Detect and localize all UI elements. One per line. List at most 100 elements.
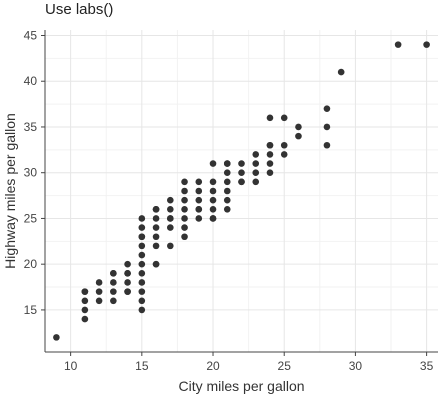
data-point (110, 270, 117, 277)
gridlines (45, 30, 438, 352)
data-point (223, 196, 231, 204)
x-tick-label: 30 (349, 359, 363, 373)
data-point (195, 178, 203, 186)
y-tick-label: 25 (24, 211, 38, 225)
data-point (167, 196, 174, 204)
data-point (266, 141, 274, 149)
data-point (152, 233, 160, 241)
data-point (152, 224, 160, 231)
data-point (195, 215, 203, 222)
data-point (138, 297, 146, 305)
data-point (323, 105, 331, 112)
data-point (138, 260, 146, 268)
data-point (195, 205, 203, 213)
data-point (81, 306, 89, 314)
data-point (266, 169, 274, 177)
data-point (124, 288, 131, 295)
x-tick-label: 25 (278, 359, 292, 373)
x-tick-label: 15 (135, 359, 149, 373)
data-point (81, 288, 89, 295)
x-tick-label: 20 (206, 359, 220, 373)
data-point (152, 215, 160, 222)
data-point (95, 288, 103, 295)
data-points (53, 41, 430, 341)
y-tick-label: 20 (24, 257, 38, 271)
data-point (238, 178, 245, 186)
data-point (138, 233, 146, 241)
data-point (209, 178, 217, 186)
data-point (167, 215, 174, 222)
data-point (138, 306, 146, 314)
x-tick-labels: 10 15 20 25 30 35 (64, 352, 434, 373)
data-point (124, 270, 131, 277)
data-point (138, 251, 146, 259)
data-point (209, 196, 217, 204)
data-point (95, 279, 103, 286)
data-point (152, 260, 160, 268)
chart-title: Use labs() (45, 1, 113, 18)
data-point (238, 160, 245, 167)
y-tick-label: 30 (24, 166, 38, 180)
data-point (195, 187, 203, 195)
data-point (181, 178, 188, 186)
data-point (167, 242, 174, 250)
data-point (152, 205, 160, 213)
data-point (53, 334, 60, 341)
data-point (195, 196, 203, 204)
data-point (337, 68, 345, 76)
data-point (280, 141, 288, 149)
data-point (181, 205, 188, 213)
data-point (266, 151, 274, 158)
data-point (394, 41, 402, 48)
data-point (223, 187, 231, 195)
data-point (110, 288, 117, 295)
data-point (252, 178, 260, 186)
data-point (138, 224, 146, 231)
data-point (81, 315, 89, 323)
data-point (181, 196, 188, 204)
x-tick-label: 10 (64, 359, 78, 373)
data-point (323, 141, 331, 149)
x-axis-label: City miles per gallon (178, 378, 304, 394)
data-point (209, 187, 217, 195)
data-point (181, 187, 188, 195)
data-point (266, 114, 274, 122)
data-point (223, 205, 231, 213)
data-point (252, 169, 260, 177)
y-tick-labels: 15 20 25 30 35 40 45 (24, 28, 45, 317)
data-point (138, 279, 146, 286)
data-point (138, 270, 146, 277)
data-point (138, 242, 146, 250)
data-point (152, 242, 160, 250)
data-point (223, 178, 231, 186)
data-point (280, 151, 288, 158)
data-point (209, 160, 217, 167)
data-point (295, 132, 302, 140)
data-point (181, 224, 188, 231)
data-point (95, 297, 103, 305)
data-point (266, 160, 274, 167)
data-point (223, 160, 231, 167)
data-point (252, 160, 260, 167)
y-tick-label: 35 (24, 120, 38, 134)
data-point (167, 205, 174, 213)
data-point (181, 233, 188, 241)
data-point (223, 169, 231, 177)
y-tick-label: 15 (24, 303, 38, 317)
y-axis-label: Highway miles per gallon (2, 113, 18, 269)
data-point (167, 224, 174, 231)
data-point (280, 114, 288, 122)
data-point (124, 260, 131, 268)
y-tick-label: 45 (24, 28, 38, 42)
data-point (295, 123, 302, 131)
data-point (181, 215, 188, 222)
data-point (138, 215, 146, 222)
y-tick-label: 40 (24, 74, 38, 88)
x-tick-label: 35 (420, 359, 434, 373)
axes (44, 30, 438, 353)
data-point (209, 205, 217, 213)
data-point (138, 288, 146, 295)
data-point (209, 215, 217, 222)
data-point (252, 151, 260, 158)
